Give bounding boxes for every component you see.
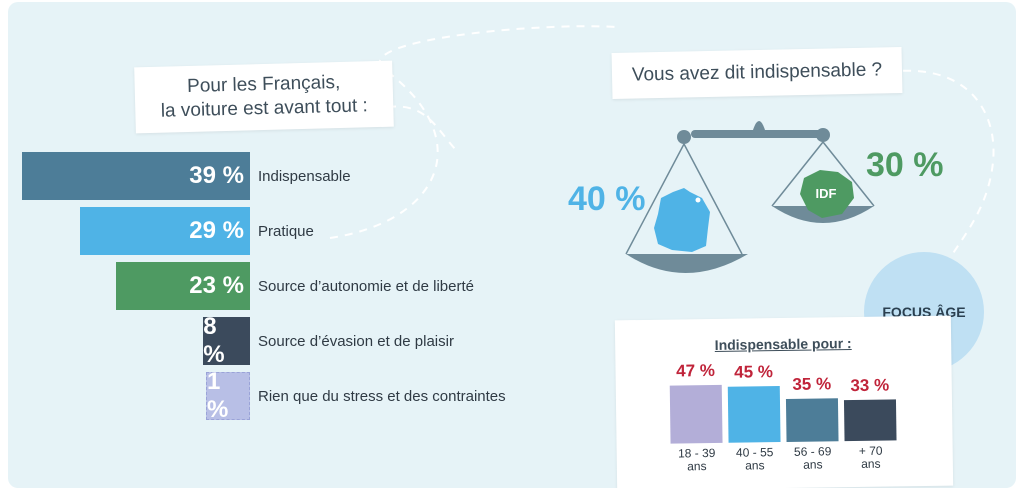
idf-label: IDF: [816, 186, 837, 201]
hbar-value-label: 8 %: [203, 313, 225, 368]
scale-left-knob: [677, 130, 691, 144]
hbar-category-label: Source d’évasion et de plaisir: [258, 332, 454, 350]
hbar-value-label: 23 %: [189, 272, 244, 299]
scale-pivot: [753, 121, 765, 130]
idf-percentage: 30 %: [866, 146, 944, 184]
age-chart-card: Indispensable pour : 47 % 18 - 39 ans 45 % 4…: [614, 315, 954, 488]
scale-right-string-a: [771, 141, 824, 207]
balance-scale-illustration: IDF: [625, 121, 875, 273]
age-bar-category-label: + 70 ans: [858, 443, 883, 471]
france-percentage: 40 %: [568, 180, 646, 218]
scale-left-string-a: [625, 143, 685, 255]
hbar-2: 23 %: [115, 262, 250, 310]
paris-dot: [695, 197, 701, 203]
hbar-value-label: 1 %: [207, 368, 229, 423]
age-bar-0: [669, 384, 723, 444]
age-chart-title: Indispensable pour :: [714, 335, 852, 353]
hbar-category-label: Rien que du stress et des contraintes: [258, 387, 506, 405]
age-bar-value-label: 35 %: [792, 374, 832, 394]
hbar-3: 8 %: [203, 313, 250, 368]
scale-right-string-b: [822, 141, 875, 207]
infographic-canvas: Pour les Français, la voiture est avant …: [8, 2, 1016, 488]
hbar-value-label: 39 %: [189, 162, 244, 189]
scale-right-knob: [816, 128, 830, 142]
hbar-value-label: 29 %: [189, 217, 244, 244]
age-bar-category-label: 40 - 55 ans: [735, 445, 774, 473]
hbar-4: 1 %: [206, 368, 250, 423]
age-bar-category-label: 18 - 39 ans: [677, 445, 716, 474]
age-bar-value-label: 47 %: [676, 360, 716, 381]
idf-map-icon: [800, 170, 854, 218]
hbar-1: 29 %: [80, 207, 250, 255]
dashed-path-right: [887, 69, 995, 263]
hbar-category-label: Indispensable: [258, 167, 351, 185]
hbar-category-label: Pratique: [258, 222, 314, 240]
france-map-icon: [654, 188, 710, 252]
scale-left-string-b: [683, 143, 743, 255]
dashed-path-mid: [387, 105, 459, 153]
scale-left-pan: [626, 254, 748, 273]
age-bar-3: [843, 399, 897, 442]
age-bar-1: [727, 386, 781, 443]
age-bar-value-label: 33 %: [850, 375, 890, 396]
age-bar-category-label: 56 - 69 ans: [793, 444, 832, 472]
age-bar-value-label: 45 %: [734, 362, 774, 383]
age-bar-2: [785, 398, 839, 442]
hbar-0: 39 %: [22, 152, 250, 200]
hbar-category-label: Source d’autonomie et de liberté: [258, 277, 474, 295]
